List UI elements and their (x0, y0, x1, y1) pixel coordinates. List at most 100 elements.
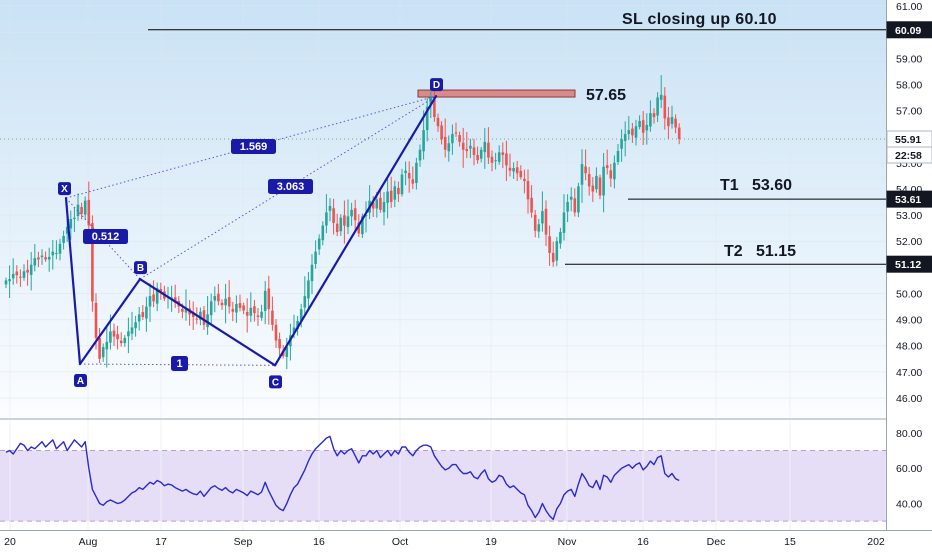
candle-body (566, 202, 569, 212)
time-tick-label: 16 (313, 536, 325, 548)
candle-body (627, 130, 631, 135)
countdown-badge (886, 146, 932, 164)
target-1-badge (886, 190, 932, 208)
candle-body (404, 170, 407, 173)
candle-body (271, 310, 274, 325)
candle-body (472, 147, 476, 155)
price-badges: 60.09 55.91 22:58 53.61 51.12 (886, 21, 932, 273)
candle-body (443, 136, 447, 150)
rsi-band (0, 450, 886, 522)
pattern-point-d (430, 78, 443, 92)
candle-body (217, 293, 220, 302)
candle-body (429, 97, 433, 106)
price-tick-label: 47.00 (896, 367, 922, 379)
candle-body (386, 191, 389, 203)
target-1-label: T1 53.60 (720, 177, 792, 194)
candle-body (667, 117, 670, 127)
candle-body (155, 288, 159, 304)
candle-body (407, 172, 411, 179)
candle-body (519, 170, 523, 178)
candle-body (573, 198, 577, 213)
time-tick-label: Sep (234, 536, 253, 548)
candle-body (58, 243, 62, 254)
candle-body (623, 134, 627, 141)
candle-body (346, 216, 350, 228)
candle-body (440, 125, 443, 140)
pattern-ratio-box (268, 179, 313, 194)
price-tick-label: 48.00 (896, 341, 922, 353)
target-1-badge-text: 53.61 (895, 194, 921, 206)
candle-body (130, 327, 134, 334)
candle-body (364, 215, 368, 217)
candle-body (242, 305, 245, 311)
candle-body (649, 113, 652, 127)
candle-body (357, 222, 361, 234)
candle-body (109, 331, 112, 343)
candle-body (303, 296, 307, 308)
rsi-indicator (5, 435, 680, 521)
pattern-point-label: B (137, 263, 144, 274)
candle-body (22, 271, 26, 278)
candle-body (559, 232, 562, 244)
candle-body (191, 312, 195, 317)
candle-body (325, 212, 328, 226)
candle-body (152, 294, 155, 302)
stop-loss-badge (886, 21, 932, 39)
candle-body (116, 334, 119, 340)
candle-body (285, 347, 289, 357)
price-tick-label: 59.00 (896, 53, 922, 65)
candle-body (4, 280, 8, 285)
countdown-badge-text: 22:58 (895, 150, 922, 162)
candle-body (15, 271, 19, 276)
candle-body (11, 273, 15, 279)
target-2-label: T2 51.15 (724, 243, 796, 260)
candle-body (562, 212, 566, 233)
candle-body (674, 118, 677, 128)
rsi-line (5, 435, 680, 521)
candle-body (361, 216, 364, 235)
candle-body (299, 309, 303, 321)
candle-body (245, 312, 249, 316)
candle-body (422, 130, 425, 152)
candle-body (577, 186, 580, 213)
candle-body (508, 167, 512, 171)
candle-body (469, 145, 472, 149)
candle-body (199, 311, 202, 320)
time-tick-label: 17 (155, 536, 167, 548)
candle-body (195, 318, 199, 320)
pattern-ratio-label: 1.569 (240, 141, 268, 153)
candle-body (55, 252, 58, 255)
pattern-point-label: D (433, 80, 440, 91)
candle-body (314, 251, 317, 264)
time-tick-label: 16 (637, 536, 649, 548)
pattern-ratio-label: 0.512 (92, 231, 120, 243)
candle-body (134, 322, 137, 329)
pattern-point-x (58, 182, 71, 196)
candle-body (494, 160, 497, 162)
candle-body (451, 134, 454, 144)
candle-body (350, 209, 353, 217)
level-lines (0, 29, 886, 265)
candle-body (278, 338, 281, 349)
candle-body (26, 269, 29, 273)
candle-body (238, 303, 242, 308)
candle-body (418, 149, 422, 161)
time-tick-label: 20 (4, 536, 16, 548)
candle-body (19, 276, 22, 278)
pattern-point-b (134, 261, 147, 275)
price-pane-bg (0, 0, 886, 418)
candle-body (260, 311, 263, 318)
candle-body (69, 218, 73, 229)
candle-body (141, 312, 145, 317)
candle-body (202, 310, 206, 325)
pattern-ratio-box (83, 229, 128, 244)
candle-body (94, 302, 98, 338)
price-tick-label: 50.00 (896, 288, 922, 300)
candle-body (220, 302, 224, 306)
candle-body (533, 214, 537, 231)
candle-body (33, 258, 37, 266)
candle-body (235, 303, 238, 313)
candle-body (87, 199, 91, 226)
candle-body (613, 162, 616, 180)
